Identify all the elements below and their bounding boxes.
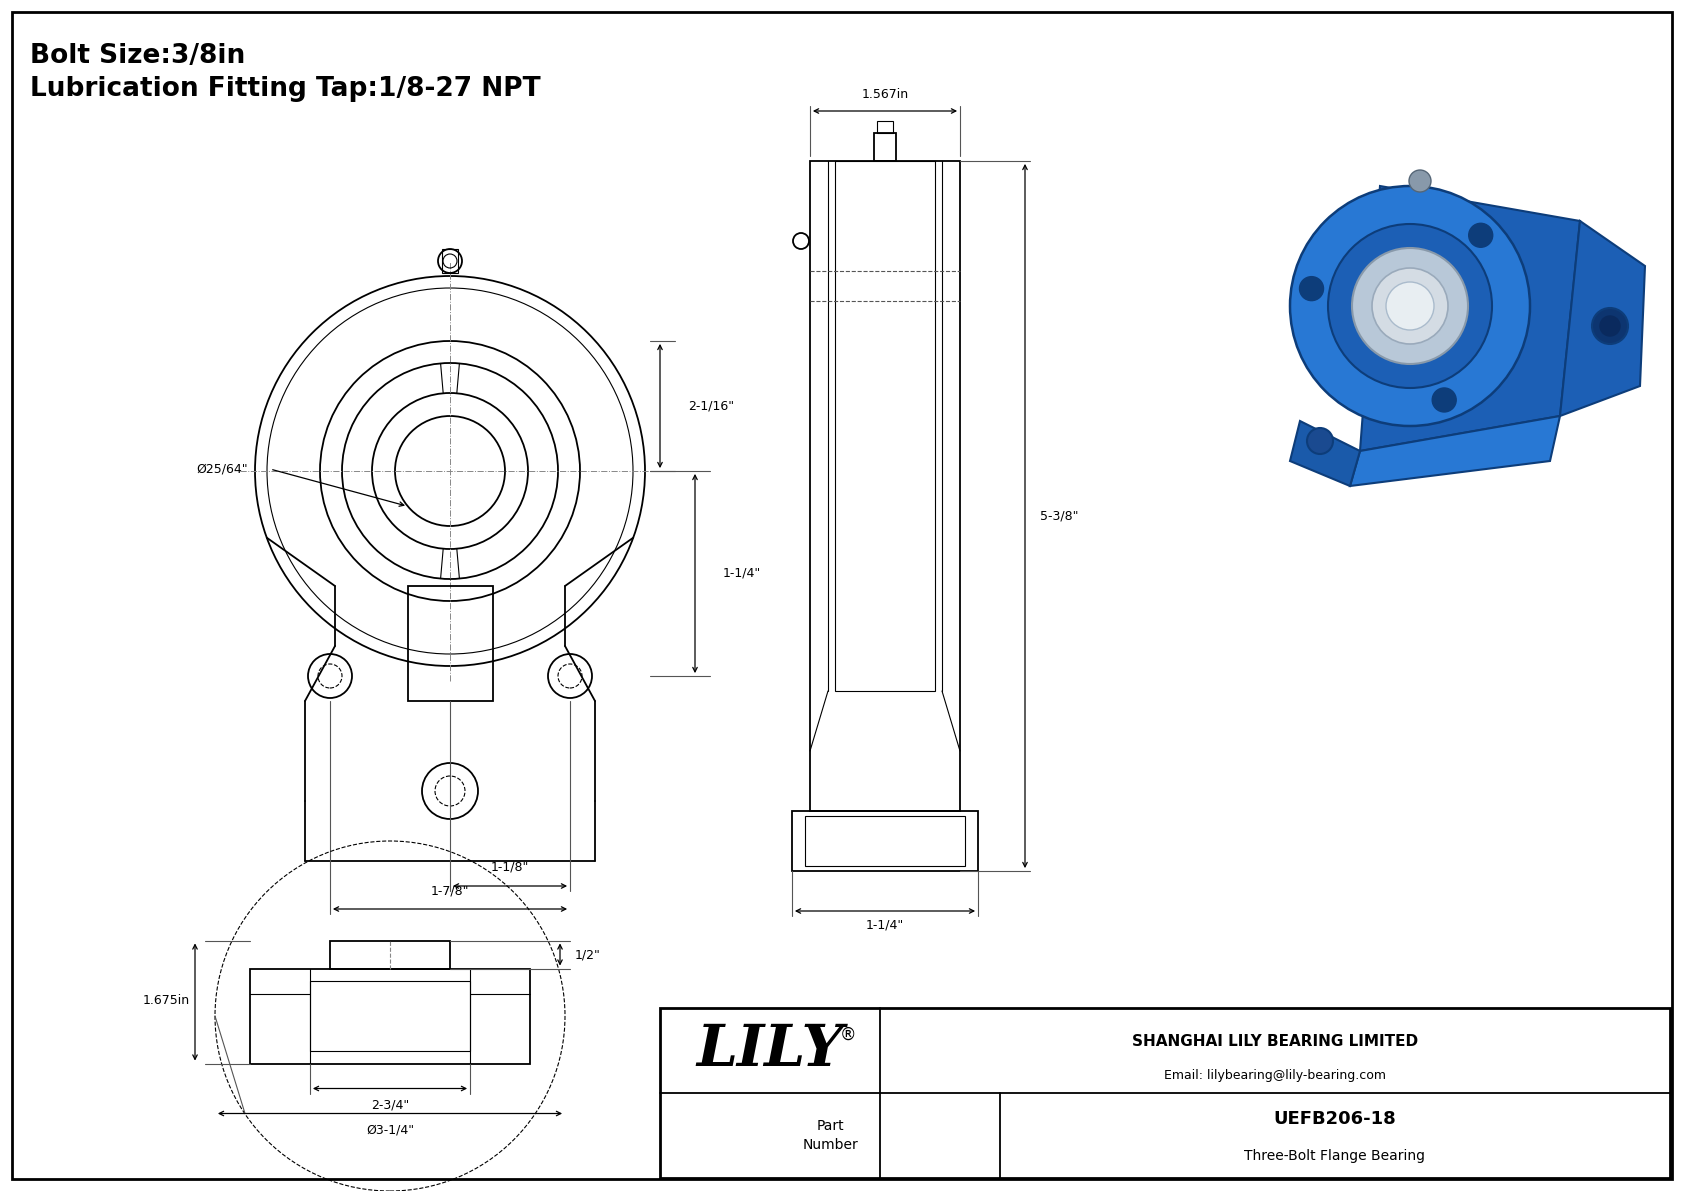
Polygon shape — [1290, 420, 1361, 486]
Circle shape — [1352, 248, 1468, 364]
Text: Three-Bolt Flange Bearing: Three-Bolt Flange Bearing — [1244, 1149, 1425, 1162]
Bar — [249, 968, 530, 1064]
Text: 2-3/4": 2-3/4" — [370, 1098, 409, 1111]
Bar — [408, 586, 492, 701]
Bar — [877, 121, 893, 133]
Circle shape — [1468, 223, 1492, 248]
Text: UEFB206-18: UEFB206-18 — [1273, 1110, 1396, 1128]
Polygon shape — [1361, 186, 1580, 451]
Text: 5-3/8": 5-3/8" — [1041, 510, 1078, 523]
Text: Email: lilybearing@lily-bearing.com: Email: lilybearing@lily-bearing.com — [1164, 1070, 1386, 1083]
Bar — [835, 161, 935, 691]
Text: 1-7/8": 1-7/8" — [431, 884, 470, 897]
Text: Bolt Size:3/8in: Bolt Size:3/8in — [30, 43, 246, 69]
Bar — [660, 1008, 1671, 1178]
Circle shape — [1372, 268, 1448, 344]
Bar — [330, 941, 450, 968]
Text: LILY: LILY — [697, 1022, 844, 1079]
Circle shape — [1307, 428, 1334, 454]
Bar — [791, 811, 978, 871]
Text: 1/2": 1/2" — [574, 948, 601, 961]
Circle shape — [1386, 282, 1435, 330]
Text: ®: ® — [840, 1027, 857, 1045]
Text: Ø3-1/4": Ø3-1/4" — [365, 1123, 414, 1136]
Text: 2-1/16": 2-1/16" — [689, 399, 734, 412]
Text: 1.567in: 1.567in — [862, 88, 909, 101]
Text: Part
Number: Part Number — [802, 1118, 857, 1152]
Text: 1.675in: 1.675in — [143, 994, 190, 1008]
Text: 1-1/8": 1-1/8" — [490, 861, 529, 874]
Circle shape — [1329, 224, 1492, 388]
Circle shape — [1600, 316, 1620, 336]
Bar — [310, 981, 470, 1050]
Text: Ø25/64": Ø25/64" — [197, 462, 248, 475]
Text: SHANGHAI LILY BEARING LIMITED: SHANGHAI LILY BEARING LIMITED — [1132, 1035, 1418, 1049]
Circle shape — [1300, 276, 1324, 300]
Polygon shape — [1351, 416, 1559, 486]
Circle shape — [1290, 186, 1531, 426]
Polygon shape — [1559, 222, 1645, 416]
Bar — [805, 816, 965, 866]
Bar — [810, 161, 960, 811]
Text: 1-1/4": 1-1/4" — [866, 919, 904, 933]
Circle shape — [1431, 388, 1457, 412]
Circle shape — [1410, 170, 1431, 192]
Bar — [874, 133, 896, 161]
Text: 1-1/4": 1-1/4" — [722, 567, 761, 580]
Text: Lubrication Fitting Tap:1/8-27 NPT: Lubrication Fitting Tap:1/8-27 NPT — [30, 76, 541, 102]
Circle shape — [1591, 308, 1628, 344]
Bar — [441, 249, 458, 273]
